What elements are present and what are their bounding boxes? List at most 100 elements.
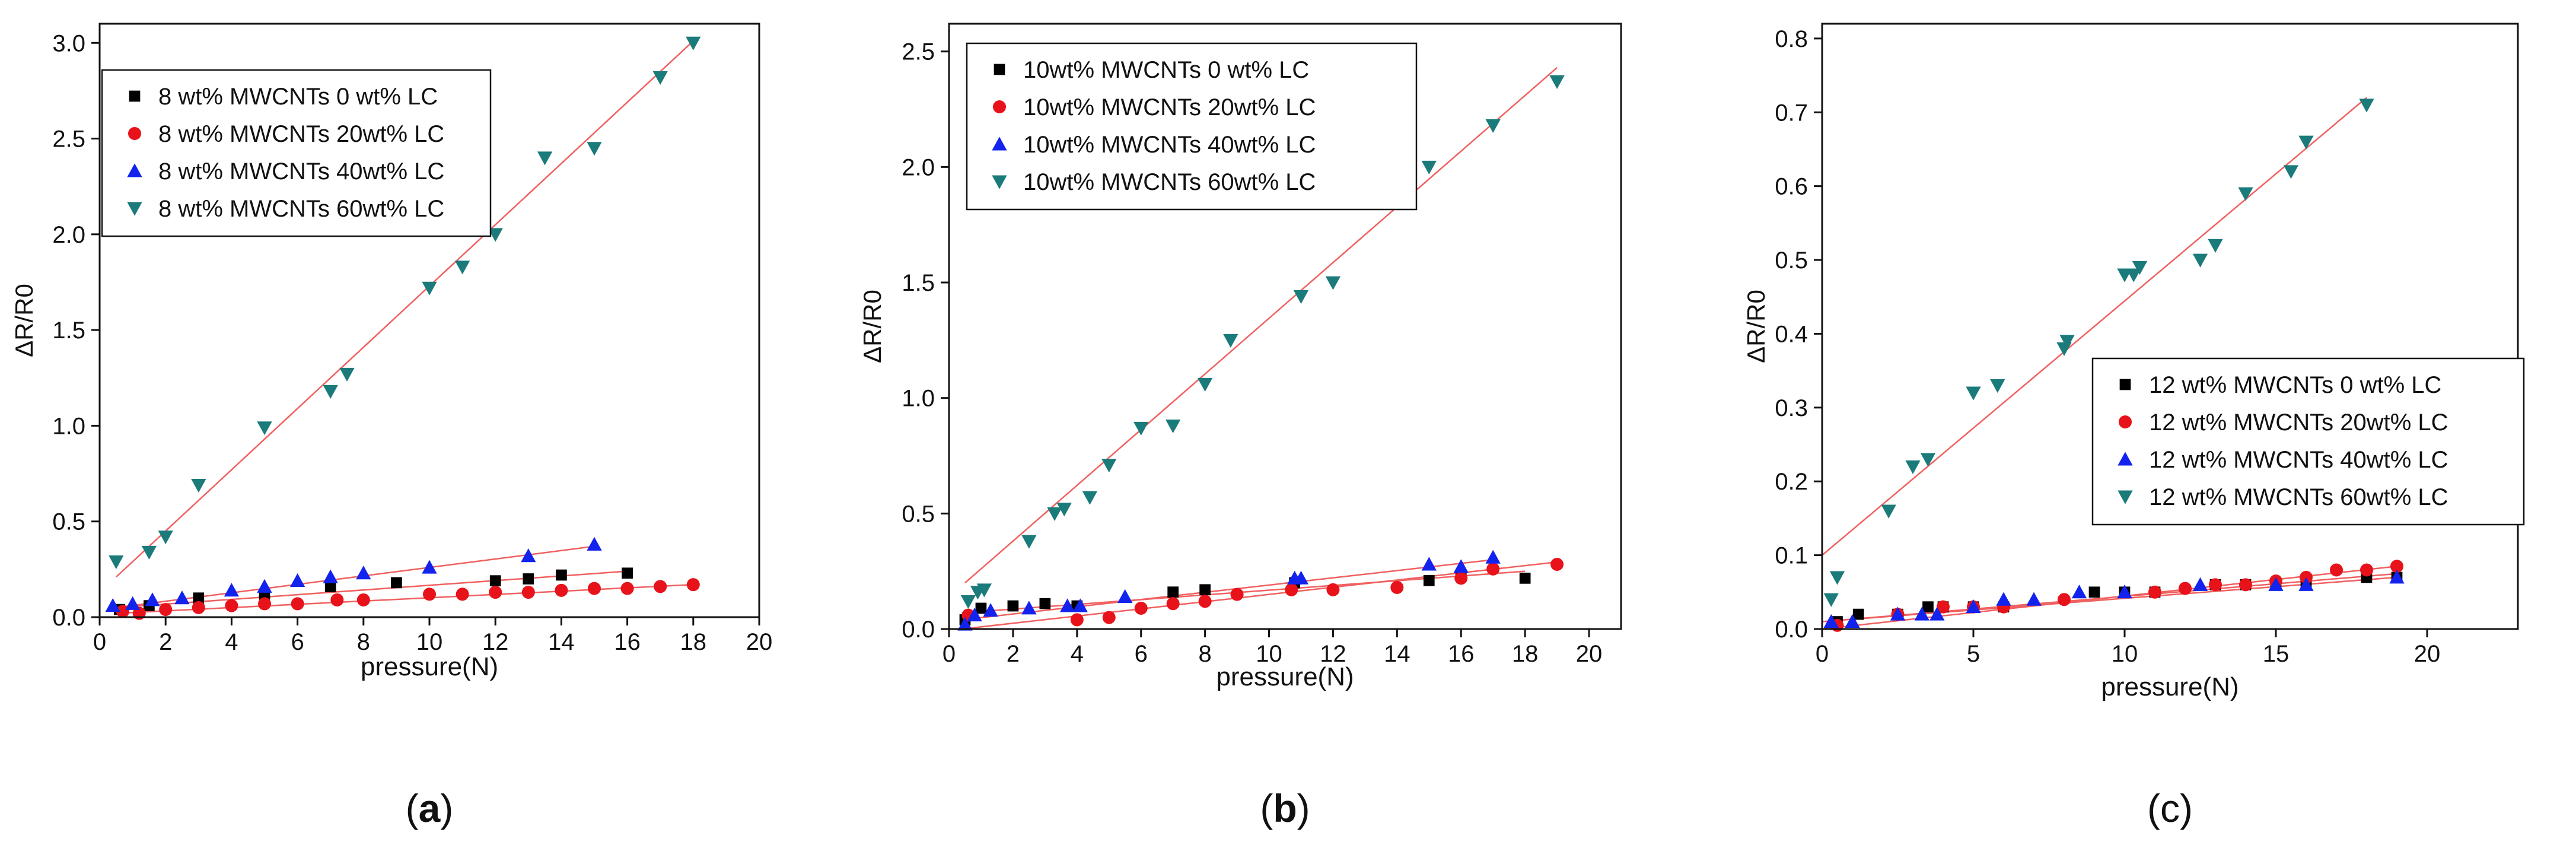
x-tick-label: 10 [1256, 641, 1282, 667]
x-tick-label: 20 [746, 629, 773, 655]
data-point [2132, 261, 2148, 275]
data-point [1905, 460, 1921, 474]
x-tick-label: 4 [225, 629, 238, 655]
data-point [1823, 593, 1839, 607]
data-point [2209, 578, 2222, 592]
legend: 10wt% MWCNTs 0 wt% LC 10wt% MWCNTs 20wt% … [966, 42, 1418, 211]
legend-entry-1: 8 wt% MWCNTs 0 wt% LC [158, 84, 438, 110]
x-tick-label: 6 [291, 629, 304, 655]
y-axis-label: ΔR/R0 [1742, 290, 1770, 363]
data-point [2192, 577, 2208, 591]
legend-marker-4 [992, 175, 1007, 189]
y-tick-label: 0.0 [52, 605, 85, 631]
x-tick-label: 20 [1576, 641, 1603, 667]
y-tick-label: 1.5 [52, 317, 85, 344]
data-point [1223, 334, 1238, 348]
legend-box [101, 69, 492, 237]
legend-entry-2: 8 wt% MWCNTs 20wt% LC [158, 121, 444, 147]
data-point [323, 569, 338, 583]
data-point [620, 582, 634, 595]
data-point [1996, 592, 2011, 606]
data-point [423, 587, 436, 601]
data-point [1101, 459, 1117, 473]
legend-marker-4 [2118, 490, 2133, 504]
legend: 8 wt% MWCNTs 0 wt% LC 8 wt% MWCNTs 20wt% … [101, 69, 492, 237]
legend-box [966, 42, 1418, 211]
data-point [191, 478, 206, 493]
legend-marker-3 [127, 163, 142, 177]
legend-marker-1 [2119, 379, 2131, 390]
data-point [225, 599, 238, 612]
data-point [1421, 160, 1437, 175]
legend-entry-2: 10wt% MWCNTs 20wt% LC [1023, 94, 1316, 120]
data-point [975, 602, 987, 614]
y-tick-label: 0.2 [1775, 469, 1808, 495]
y-tick-label: 2.5 [902, 39, 935, 65]
series-4 [1823, 99, 2374, 607]
data-point [1937, 600, 1950, 614]
data-point [2389, 570, 2405, 584]
data-point [521, 548, 536, 563]
x-tick-label: 20 [2414, 641, 2441, 667]
legend-entry-4: 10wt% MWCNTs 60wt% LC [1023, 169, 1316, 195]
data-point [1852, 608, 1864, 620]
legend-entry-2: 12 wt% MWCNTs 20wt% LC [2149, 409, 2448, 436]
data-point [1133, 421, 1149, 436]
data-point [2126, 268, 2141, 282]
data-point [1166, 419, 1181, 434]
data-point [109, 555, 124, 570]
data-point [258, 597, 271, 611]
chart-panel-b: 0 2 4 6 8 10 12 14 16 18 20 0.0 0.5 1.0 1.5 2.0 2.5 press… [858, 23, 1622, 830]
chart-panel-a: 0 2 4 6 8 10 12 14 16 18 20 0.0 0.5 1.0 1.5 2.0 2.5 3.0 pr… [10, 23, 773, 830]
series-2 [116, 578, 700, 620]
data-point [587, 536, 602, 551]
data-point [339, 367, 355, 382]
data-point [1914, 606, 1929, 621]
data-point [2390, 560, 2403, 573]
data-point [2239, 578, 2252, 592]
data-point [1047, 507, 1062, 521]
data-point [1059, 598, 1075, 612]
data-point [1007, 600, 1019, 612]
fit-line-4 [115, 40, 694, 578]
data-point [960, 595, 976, 609]
data-point [957, 617, 973, 631]
panel-caption-part: ( [1260, 786, 1273, 830]
data-point [1134, 601, 1148, 615]
series-3 [1823, 570, 2405, 628]
data-point [2179, 582, 2192, 595]
data-point [1390, 580, 1404, 594]
legend-entry-1: 10wt% MWCNTs 0 wt% LC [1023, 57, 1309, 83]
y-tick-label: 1.0 [52, 413, 85, 439]
data-point [330, 593, 344, 606]
data-point [1486, 562, 1500, 576]
data-point [141, 545, 157, 560]
x-tick-label: 14 [548, 629, 575, 655]
data-point [2026, 592, 2042, 606]
x-tick-label: 8 [1198, 641, 1211, 667]
panel-caption-part: b [1273, 786, 1297, 830]
data-point [983, 603, 998, 617]
x-tick-label: 12 [1320, 641, 1346, 667]
data-point [686, 36, 701, 50]
legend-box [2091, 357, 2525, 526]
x-tick-label: 15 [2263, 641, 2290, 667]
x-tick-label: 8 [357, 629, 370, 655]
x-axis-label: pressure(N) [361, 652, 498, 681]
data-point [2298, 135, 2314, 150]
series-3 [105, 536, 602, 612]
data-point [257, 579, 272, 593]
data-point [193, 592, 205, 604]
panel-caption-part: ) [440, 786, 453, 830]
data-point [1966, 386, 1981, 401]
data-point [1990, 379, 2005, 393]
data-point [555, 583, 568, 597]
y-tick-label: 0.6 [1775, 174, 1808, 200]
y-tick-label: 3.0 [52, 30, 85, 56]
x-axis-label: pressure(N) [2101, 672, 2239, 701]
data-point [158, 531, 173, 545]
y-tick-label: 0.0 [902, 617, 935, 643]
plot-frame [948, 23, 1622, 630]
legend-marker-4 [127, 202, 142, 216]
data-point [1519, 573, 1531, 584]
